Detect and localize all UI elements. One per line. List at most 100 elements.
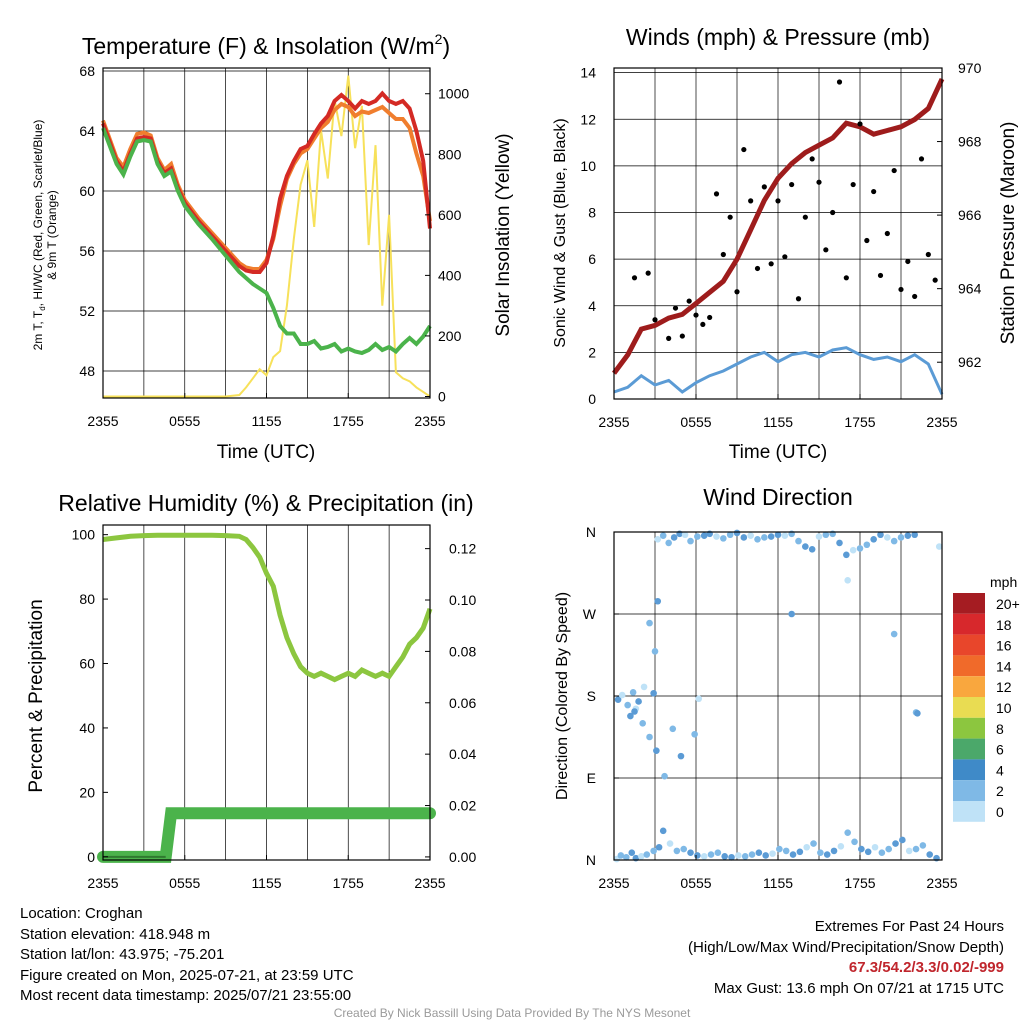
direction-point: [844, 829, 851, 836]
gust-point: [864, 237, 870, 244]
y2-tick-label: 0: [438, 388, 446, 404]
direction-point: [651, 648, 659, 655]
y-tick-label: 68: [79, 63, 95, 79]
gust-point: [734, 289, 740, 295]
direction-point: [762, 852, 769, 859]
direction-point: [802, 543, 809, 550]
x-tick-label: 2355: [598, 414, 629, 430]
temperature-x-ticks: 2355 0555 1155 1755 2355: [87, 393, 446, 429]
direction-point: [673, 847, 681, 855]
gust-point: [802, 214, 808, 220]
humidity-grid: [143, 525, 390, 860]
legend-label: 10: [996, 700, 1012, 716]
direction-point: [884, 534, 891, 541]
figure-created: Figure created on Mon, 2025-07-21, at 23…: [20, 966, 354, 984]
direction-point: [803, 843, 810, 851]
gust-point: [836, 79, 843, 85]
direction-point: [919, 842, 927, 849]
wind-x-label: Time (UTC): [729, 442, 828, 463]
insolation-y-ticks: 0 200 400 600 800 1000: [425, 86, 469, 404]
direction-point: [892, 840, 899, 847]
y2-tick-label: 1000: [438, 86, 469, 102]
y-tick-label: 4: [588, 298, 596, 314]
gust-point: [645, 270, 651, 276]
x-tick-label: 0555: [680, 875, 711, 891]
direction-point: [754, 535, 761, 543]
insolation-y-label: Solar Insolation (Yellow): [493, 133, 514, 336]
legend-swatch: [953, 655, 985, 677]
direction-point: [851, 838, 858, 846]
direction-point: [631, 708, 638, 715]
x-tick-label: 1155: [251, 875, 281, 891]
precip-y-ticks: 0.00 0.02 0.04 0.06 0.08 0.10 0.12: [425, 541, 476, 865]
direction-point: [823, 851, 831, 858]
x-tick-label: 0555: [169, 875, 200, 891]
legend-label: 16: [996, 638, 1012, 654]
direction-point: [617, 852, 625, 859]
direction-point: [817, 849, 824, 857]
y-tick-label: 56: [79, 243, 95, 259]
humidity-y-label: Percent & Precipitation: [26, 599, 47, 792]
legend-swatch: [953, 697, 985, 718]
gust-point: [795, 296, 802, 302]
direction-point: [665, 539, 672, 547]
direction-point: [677, 752, 685, 760]
direction-point: [687, 537, 694, 545]
direction-point: [653, 747, 660, 754]
gust-point: [631, 275, 638, 281]
gust-point: [912, 293, 918, 300]
x-tick-label: 1155: [763, 875, 793, 891]
direction-point: [646, 733, 653, 741]
y-tick-label: 14: [580, 65, 596, 81]
direction-point: [769, 850, 776, 857]
direction-point: [638, 853, 645, 860]
wind-direction-grid: [614, 532, 942, 860]
y-tick-label: E: [587, 770, 596, 786]
temperature-series: [101, 75, 432, 398]
direction-point: [926, 851, 933, 858]
wind-pressure-title: Winds (mph) & Pressure (mb): [626, 24, 930, 50]
speed-color-legend: mph 20+ 18 16 14 12 10 8 6 4 2 0: [953, 574, 1020, 822]
y-tick-label: 6: [588, 251, 596, 267]
direction-point: [661, 772, 668, 780]
humidity-title: Relative Humidity (%) & Precipitation (i…: [58, 490, 473, 516]
gust-point: [652, 317, 658, 323]
y-tick-label: 52: [79, 303, 95, 319]
direction-point: [681, 531, 689, 539]
gust-point: [884, 230, 890, 237]
legend-label: 0: [996, 804, 1004, 820]
direction-point: [912, 845, 920, 853]
y-tick-label: 48: [79, 363, 95, 379]
direction-point: [870, 535, 877, 543]
direction-point: [640, 683, 648, 691]
direction-point: [796, 848, 804, 856]
wind-direction-panel: Wind Direction 2355 0555 1155 1755 2355 N E S W…: [554, 484, 1020, 891]
legend-label: 12: [996, 679, 1012, 695]
gust-point: [877, 272, 884, 279]
wind-direction-title: Wind Direction: [703, 484, 853, 510]
humidity-precip-panel: Relative Humidity (%) & Precipitation (i…: [26, 490, 476, 891]
direction-point: [899, 836, 906, 844]
dewpoint-line: [101, 127, 432, 356]
gust-point: [748, 198, 754, 204]
direction-point: [659, 827, 667, 835]
relative-humidity-line: [102, 532, 433, 683]
y-tick-label: 40: [79, 720, 95, 736]
direction-point: [858, 845, 865, 853]
gust-point: [666, 335, 672, 341]
humidity-series: [97, 532, 436, 863]
direction-point: [877, 531, 884, 539]
direction-point: [911, 531, 918, 539]
legend-swatch: [953, 634, 985, 656]
y-tick-label: 2: [588, 344, 596, 360]
solar-insolation-line: [103, 75, 431, 398]
station-latlon: Station lat/lon: 43.975; -75.201: [20, 946, 225, 963]
direction-point: [782, 847, 790, 855]
y2-tick-label: 0.04: [449, 746, 476, 762]
direction-point: [795, 537, 802, 545]
direction-point: [755, 849, 763, 857]
x-tick-label: 1155: [251, 413, 281, 429]
gust-point: [850, 181, 856, 188]
direction-point: [700, 532, 708, 539]
gust-point: [925, 251, 931, 258]
